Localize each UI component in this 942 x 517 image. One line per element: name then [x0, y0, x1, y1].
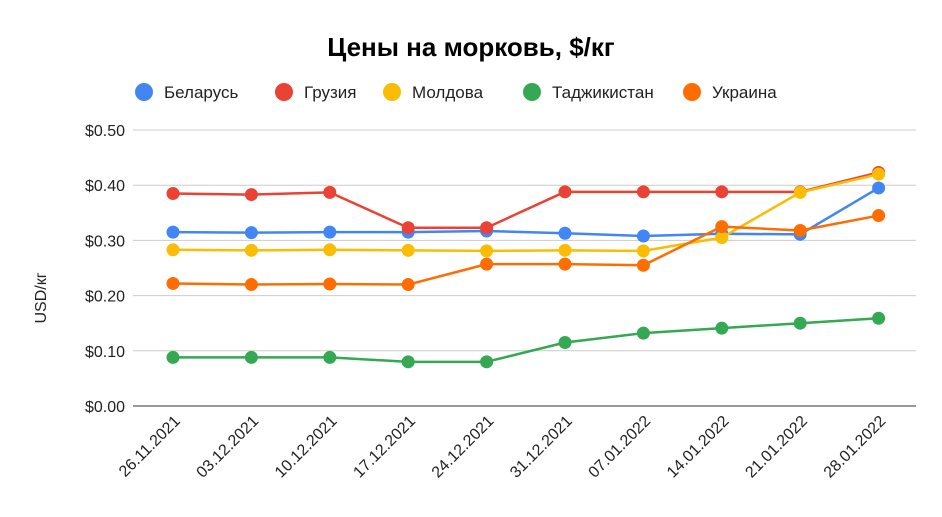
series-group	[166, 311, 886, 369]
x-tick-label: 21.01.2022	[742, 413, 811, 482]
legend-label: Грузия	[304, 83, 357, 102]
data-point	[872, 181, 886, 195]
data-point	[558, 226, 572, 240]
legend-marker	[683, 83, 701, 101]
data-point	[480, 221, 494, 235]
data-point	[872, 311, 886, 325]
series-group	[166, 166, 886, 235]
legend-marker	[523, 83, 541, 101]
y-tick-label: $0.40	[85, 178, 125, 195]
legend-label: Украина	[712, 83, 777, 102]
y-axis-ticks: $0.00 $0.10 $0.20 $0.30 $0.40 $0.50	[85, 123, 125, 416]
x-tick-label: 17.12.2021	[350, 413, 419, 482]
x-tick-label: 26.11.2021	[116, 413, 184, 481]
data-point	[323, 185, 337, 199]
y-tick-label: $0.50	[85, 123, 125, 140]
data-point	[558, 336, 572, 350]
data-point	[793, 185, 807, 199]
y-tick-label: $0.20	[85, 289, 125, 306]
legend-marker	[275, 83, 293, 101]
x-tick-label: 24.12.2021	[429, 413, 498, 482]
y-tick-label: $0.10	[85, 344, 125, 361]
data-point	[166, 243, 180, 257]
x-tick-label: 31.12.2021	[507, 413, 576, 482]
data-point	[323, 225, 337, 239]
series-line	[172, 214, 879, 286]
data-point	[558, 185, 572, 199]
y-tick-label: $0.00	[85, 399, 125, 416]
data-point	[401, 221, 415, 235]
data-point	[636, 185, 650, 199]
data-point	[558, 257, 572, 271]
legend-label: Молдова	[412, 83, 484, 102]
data-point	[793, 316, 807, 330]
series-line	[172, 186, 880, 238]
x-tick-label: 03.12.2021	[194, 413, 263, 482]
data-point	[166, 350, 180, 364]
data-point	[401, 355, 415, 369]
data-point	[715, 220, 729, 234]
data-point	[480, 244, 494, 258]
series-layer	[166, 166, 886, 369]
data-point	[244, 350, 258, 364]
x-tick-label: 07.01.2022	[586, 413, 655, 482]
x-tick-label: 14.01.2022	[664, 413, 733, 482]
data-point	[323, 277, 337, 291]
data-point	[558, 243, 572, 257]
data-point	[793, 223, 807, 237]
series-line	[172, 171, 879, 229]
x-tick-label: 28.01.2022	[821, 413, 890, 482]
data-point	[166, 225, 180, 239]
legend-marker	[135, 83, 153, 101]
data-point	[401, 278, 415, 292]
data-point	[244, 243, 258, 257]
series-line	[172, 172, 879, 253]
legend-marker	[383, 83, 401, 101]
data-point	[401, 243, 415, 257]
data-point	[715, 231, 729, 245]
data-point	[872, 167, 886, 181]
data-point	[636, 326, 650, 340]
data-point	[480, 257, 494, 271]
data-point	[636, 258, 650, 272]
data-point	[323, 243, 337, 257]
chart-title: Цены на морковь, $/кг	[327, 32, 615, 62]
data-point	[166, 186, 180, 200]
data-point	[636, 244, 650, 258]
data-point	[636, 229, 650, 243]
series-group	[166, 167, 886, 258]
legend-label: Беларусь	[164, 83, 238, 102]
data-point	[244, 278, 258, 292]
gridlines	[133, 129, 916, 407]
y-axis-title: USD/кг	[33, 272, 50, 323]
data-point	[244, 188, 258, 202]
x-tick-label: 10.12.2021	[272, 413, 341, 482]
series-line	[173, 316, 879, 364]
data-point	[715, 185, 729, 199]
data-point	[323, 350, 337, 364]
x-axis-ticks: 26.11.2021 03.12.2021 10.12.2021 17.12.2021…	[116, 413, 889, 482]
series-group	[166, 209, 886, 292]
data-point	[715, 321, 729, 335]
data-point	[872, 209, 886, 223]
y-tick-label: $0.30	[85, 233, 125, 250]
data-point	[480, 355, 494, 369]
data-point	[244, 226, 258, 240]
data-point	[166, 276, 180, 290]
legend: Беларусь Грузия Молдова Таджикистан Украина	[135, 83, 777, 102]
legend-label: Таджикистан	[552, 83, 654, 102]
